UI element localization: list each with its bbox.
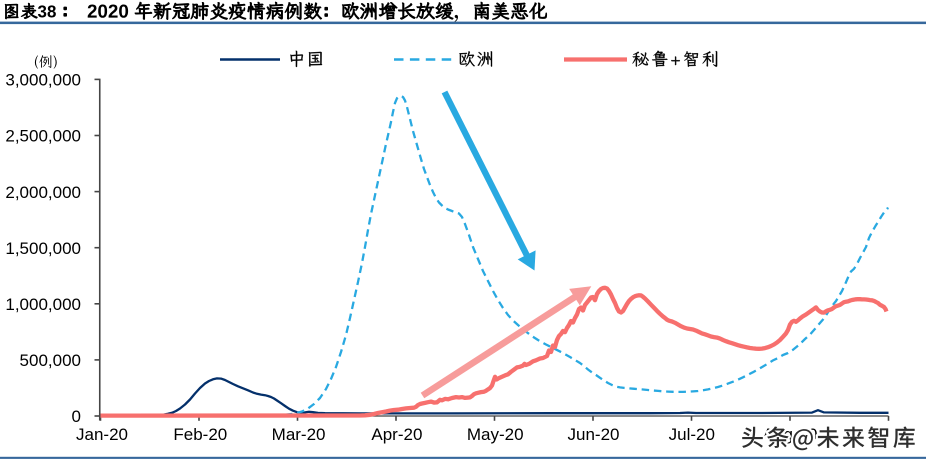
svg-text:2,000,000: 2,000,000 (5, 183, 81, 202)
svg-text:0: 0 (72, 407, 81, 426)
svg-text:500,000: 500,000 (20, 351, 81, 370)
svg-text:Mar-20: Mar-20 (272, 425, 326, 444)
svg-text:May-20: May-20 (467, 425, 524, 444)
svg-text:Apr-20: Apr-20 (371, 425, 422, 444)
svg-text:3,000,000: 3,000,000 (5, 71, 81, 90)
svg-text:Feb-20: Feb-20 (173, 425, 227, 444)
svg-text:Jan-20: Jan-20 (76, 425, 128, 444)
svg-text:Jun-20: Jun-20 (568, 425, 620, 444)
svg-text:1,500,000: 1,500,000 (5, 239, 81, 258)
svg-text:2,500,000: 2,500,000 (5, 127, 81, 146)
svg-text:1,000,000: 1,000,000 (5, 295, 81, 314)
svg-text:Jul-20: Jul-20 (669, 425, 715, 444)
